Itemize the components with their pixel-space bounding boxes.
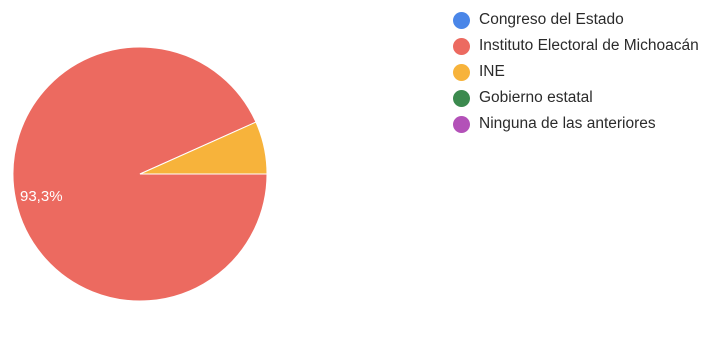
legend-swatch-icon <box>453 89 470 107</box>
legend-swatch-icon <box>453 63 470 81</box>
legend-item-ninguna-de-las-anteriores[interactable]: Ninguna de las anteriores <box>453 111 721 137</box>
legend-label: Instituto Electoral de Michoacán <box>479 37 699 54</box>
legend-label: Ninguna de las anteriores <box>479 115 656 132</box>
legend-swatch-icon <box>453 115 470 133</box>
pie-slice-ine[interactable] <box>139 121 268 175</box>
legend-item-congreso-del-estado[interactable]: Congreso del Estado <box>453 7 721 33</box>
chart-legend: Congreso del Estado Instituto Electoral d… <box>453 7 721 137</box>
legend-item-gobierno-estatal[interactable]: Gobierno estatal <box>453 85 721 111</box>
legend-label: Gobierno estatal <box>479 89 593 106</box>
legend-label: Congreso del Estado <box>479 11 624 28</box>
legend-swatch-icon <box>453 11 470 29</box>
legend-label: INE <box>479 63 505 80</box>
pie-data-label-instituto-electoral-de-michoacan: 93,3% <box>20 188 63 205</box>
legend-item-ine[interactable]: INE <box>453 59 721 85</box>
legend-item-instituto-electoral-de-michoacan[interactable]: Instituto Electoral de Michoacán <box>453 33 721 59</box>
legend-swatch-icon <box>453 37 470 55</box>
